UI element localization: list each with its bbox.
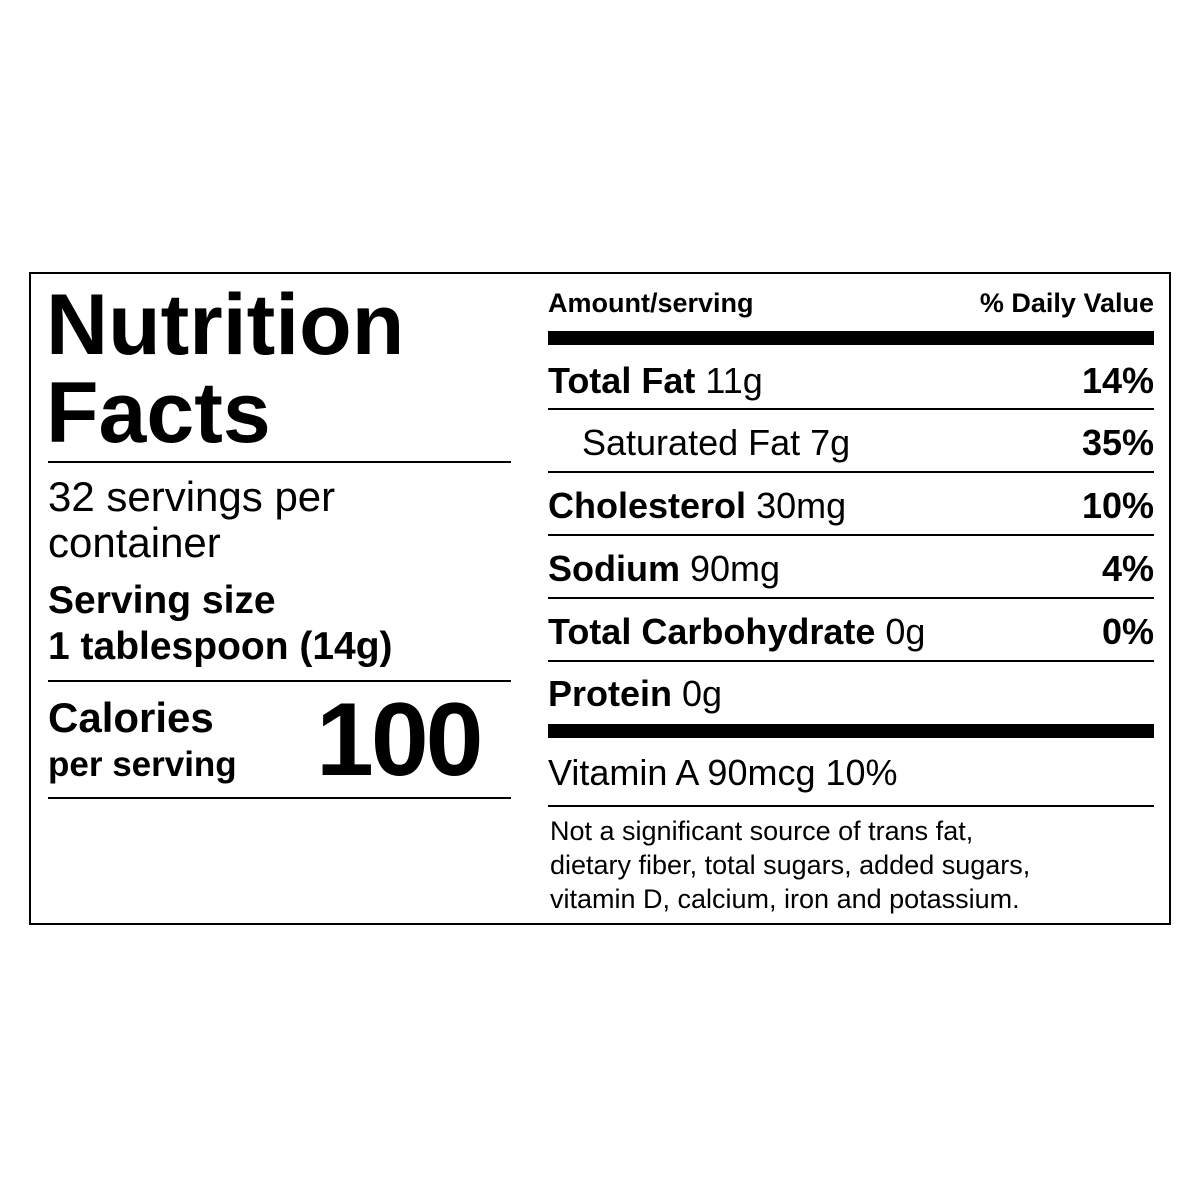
header-amount: Amount/serving — [548, 288, 754, 318]
thick-divider — [548, 724, 1154, 738]
servings-per-container: 32 servings per container — [48, 473, 336, 566]
thick-divider — [548, 331, 1154, 345]
divider — [48, 680, 511, 682]
calories-label: Calories per serving — [48, 694, 237, 785]
nutrient-row-total-carbohydrate: Total Carbohydrate 0g 0% — [548, 611, 1154, 652]
nutrient-row-sodium: Sodium 90mg 4% — [548, 548, 1154, 589]
divider — [548, 408, 1154, 410]
header-daily-value: % Daily Value — [979, 288, 1154, 318]
nutrient-row-total-fat: Total Fat 11g 14% — [548, 360, 1154, 401]
serving-size: Serving size 1 tablespoon (14g) — [48, 579, 393, 668]
nutrition-label — [29, 272, 1171, 925]
divider — [548, 597, 1154, 599]
footnote: Not a significant source of trans fat, di… — [550, 816, 1031, 914]
nutrient-row-saturated-fat: Saturated Fat 7g 35% — [582, 422, 1154, 463]
divider — [548, 534, 1154, 536]
title-nutrition: Nutrition — [46, 277, 405, 373]
nutrient-row-protein: Protein 0g — [548, 673, 723, 714]
divider — [548, 660, 1154, 662]
nutrient-row-cholesterol: Cholesterol 30mg 10% — [548, 485, 1154, 526]
divider — [548, 805, 1154, 807]
vitamin-a: Vitamin A 90mcg 10% — [548, 752, 898, 793]
divider — [548, 471, 1154, 473]
calories-value: 100 — [316, 682, 484, 798]
divider — [48, 797, 511, 799]
divider — [48, 461, 511, 463]
title-facts: Facts — [46, 365, 271, 461]
